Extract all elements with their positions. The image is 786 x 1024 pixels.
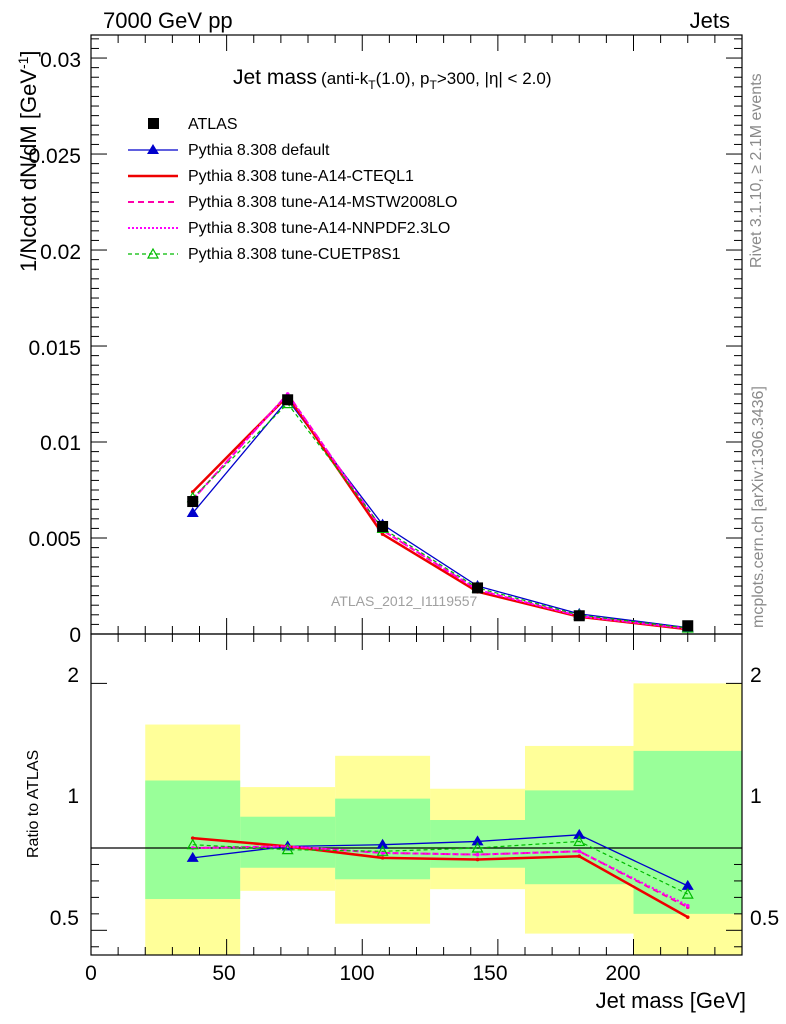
ratio-series-line-cuetp [192, 840, 689, 895]
legend-label-cteql1: Pythia 8.308 tune-A14-CTEQL1 [188, 168, 414, 185]
ratio-point-nnpdf [685, 903, 690, 908]
ratio-y-axis: 0.5 1 2 0.5 1 2 [50, 664, 779, 930]
header-left: 7000 GeV pp [103, 8, 233, 33]
ratio-y-label: Ratio to ATLAS [25, 750, 42, 858]
ratio-ytick-left-1: 1 [67, 785, 79, 808]
main-series-line-cuetp [192, 402, 688, 629]
ratio-series [186, 828, 694, 919]
legend-label-mstw: Pythia 8.308 tune-A14-MSTW2008LO [188, 194, 457, 211]
ratio-series-line-nnpdf [192, 845, 689, 907]
xtick-150: 150 [472, 962, 507, 985]
ratio-point-cuetp [281, 843, 294, 855]
mcplots-label: mcplots.cern.ch [arXiv:1306.3436] [750, 386, 767, 628]
ratio-ytick-right-2: 2 [750, 664, 762, 687]
main-series [186, 392, 694, 633]
legend-label-default: Pythia 8.308 default [188, 142, 330, 159]
axis-ticks [90, 35, 743, 955]
legend-label-atlas: ATLAS [188, 116, 238, 133]
xtick-50: 50 [212, 962, 235, 985]
legend-label-cuetp: Pythia 8.308 tune-CUETP8S1 [188, 246, 401, 263]
main-title: Jet mass (anti-kT(1.0), pT>300, |η| < 2.0… [233, 66, 552, 92]
legend: ATLAS Pythia 8.308 default Pythia 8.308 … [128, 116, 457, 263]
main-ytick-1: 0.005 [28, 528, 81, 551]
main-series-line-default [192, 398, 688, 629]
main-point-atlas [187, 496, 199, 508]
ratio-point-cuetp [681, 887, 694, 899]
main-point-cteql1 [380, 532, 385, 536]
ratio-point-default [186, 851, 199, 862]
ratio-point-cteql1 [577, 854, 582, 859]
main-ytick-4: 0.02 [40, 241, 81, 264]
ratio-ytick-right-1: 1 [750, 785, 762, 808]
ratio-point-nnpdf [577, 849, 582, 854]
ratio-point-cteql1 [685, 915, 690, 919]
main-point-atlas [282, 394, 294, 406]
main-series-line-nnpdf [191, 392, 688, 630]
xtick-100: 100 [339, 962, 374, 985]
ratio-point-nnpdf [475, 852, 480, 857]
x-axis-label: Jet mass [GeV] [596, 988, 746, 1013]
ratio-ytick-left-2: 2 [67, 664, 79, 687]
ratio-point-cuetp [186, 838, 199, 850]
ratio-series-line-cteql1 [192, 836, 689, 919]
main-point-atlas [573, 610, 585, 622]
main-point-default [186, 507, 199, 518]
legend-marker-default [147, 144, 159, 154]
main-ytick-0: 0 [69, 624, 81, 647]
main-point-atlas [377, 520, 389, 532]
main-y-label: 1/Ncdot dN/dM [GeV-1] [15, 50, 41, 272]
ratio-point-nnpdf [380, 851, 385, 855]
ratio-point-cuetp [471, 841, 484, 853]
ratio-point-default [471, 835, 484, 846]
ratio-point-cteql1 [190, 836, 195, 840]
x-axis: 0 50 100 150 200 [85, 962, 640, 985]
xtick-0: 0 [85, 962, 97, 985]
watermark: ATLAS_2012_I1119557 [331, 593, 478, 609]
legend-marker-cuetp [146, 247, 160, 259]
main-ytick-6: 0.03 [40, 49, 81, 72]
main-point-atlas [682, 620, 694, 632]
header-right: Jets [690, 8, 730, 33]
ratio-point-cuetp [376, 845, 389, 856]
xtick-200: 200 [605, 962, 640, 985]
main-ytick-5: 0.025 [28, 145, 81, 168]
main-y-axis: 0 0.005 0.01 0.015 0.02 0.025 0.03 [28, 49, 81, 647]
ratio-point-cuetp [573, 835, 586, 847]
ratio-point-cteql1 [475, 857, 480, 862]
ratio-point-cteql1 [380, 856, 385, 860]
rivet-label: Rivet 3.1.10, ≥ 2.1M events [748, 73, 765, 268]
main-point-atlas [472, 582, 484, 594]
ratio-point-default [681, 879, 694, 890]
main-ytick-2: 0.01 [40, 432, 81, 455]
legend-label-nnpdf: Pythia 8.308 tune-A14-NNPDF2.3LO [188, 220, 450, 237]
ratio-ytick-right-0: 0.5 [750, 907, 779, 930]
main-ytick-3: 0.015 [28, 337, 81, 360]
legend-marker-atlas [148, 118, 159, 129]
ratio-ytick-left-0: 0.5 [50, 907, 79, 930]
ratio-point-default [573, 828, 586, 839]
ratio-point-default [376, 838, 389, 849]
